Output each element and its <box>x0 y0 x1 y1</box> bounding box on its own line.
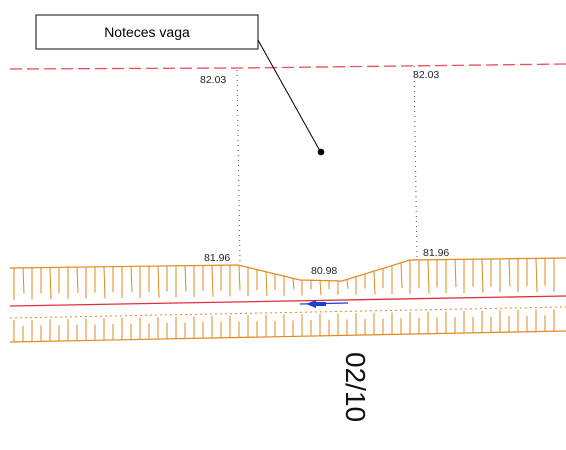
upper-hatch-tick <box>400 262 403 289</box>
upper-hatch-tick <box>211 265 214 297</box>
upper-slope-edge <box>9 257 566 282</box>
level-ditch-bottom: 80.98 <box>311 265 337 277</box>
upper-slope-hatching <box>9 257 566 300</box>
upper-hatch-tick <box>508 258 511 287</box>
upper-hatch-tick <box>481 259 484 293</box>
upper-hatch-tick <box>292 278 295 290</box>
leader-line <box>257 39 321 152</box>
level-bank-right: 81.96 <box>423 247 449 259</box>
flow-direction-arrow-icon <box>299 300 349 308</box>
upper-hatch-tick <box>319 280 322 296</box>
callout-text: Noteces vaga <box>104 24 190 40</box>
lower-slope-edge-bottom <box>9 330 566 343</box>
level-top-left: 82.03 <box>200 74 226 86</box>
upper-hatch-tick <box>454 259 457 288</box>
leader-dot-icon <box>317 148 325 156</box>
upper-hatch-tick <box>265 271 268 297</box>
level-bank-left: 81.96 <box>204 252 230 264</box>
upper-hatch-tick <box>238 265 241 291</box>
upper-hatch-tick <box>130 266 133 293</box>
dim-line-right <box>413 65 418 261</box>
level-top-right: 82.03 <box>413 69 439 81</box>
upper-hatch-tick <box>22 267 25 294</box>
upper-hatch-tick <box>373 271 376 295</box>
upper-hatch-tick <box>184 265 187 292</box>
upper-hatch-tick <box>157 266 160 298</box>
upper-hatch-tick <box>535 258 538 292</box>
lower-slope-edge-top <box>9 306 566 319</box>
upper-hatch-tick <box>49 267 52 300</box>
road-axis-line <box>9 295 566 307</box>
design-level-line <box>9 63 566 70</box>
upper-hatch-tick <box>346 279 349 289</box>
chainage-label: 02/10 <box>340 352 371 422</box>
upper-hatch-tick <box>427 259 430 294</box>
callout-box: Noteces vaga <box>35 14 259 50</box>
upper-hatch-tick <box>76 267 79 293</box>
upper-hatch-tick <box>103 266 106 299</box>
dim-line-left <box>236 69 241 263</box>
lower-slope-hatching <box>9 306 566 343</box>
